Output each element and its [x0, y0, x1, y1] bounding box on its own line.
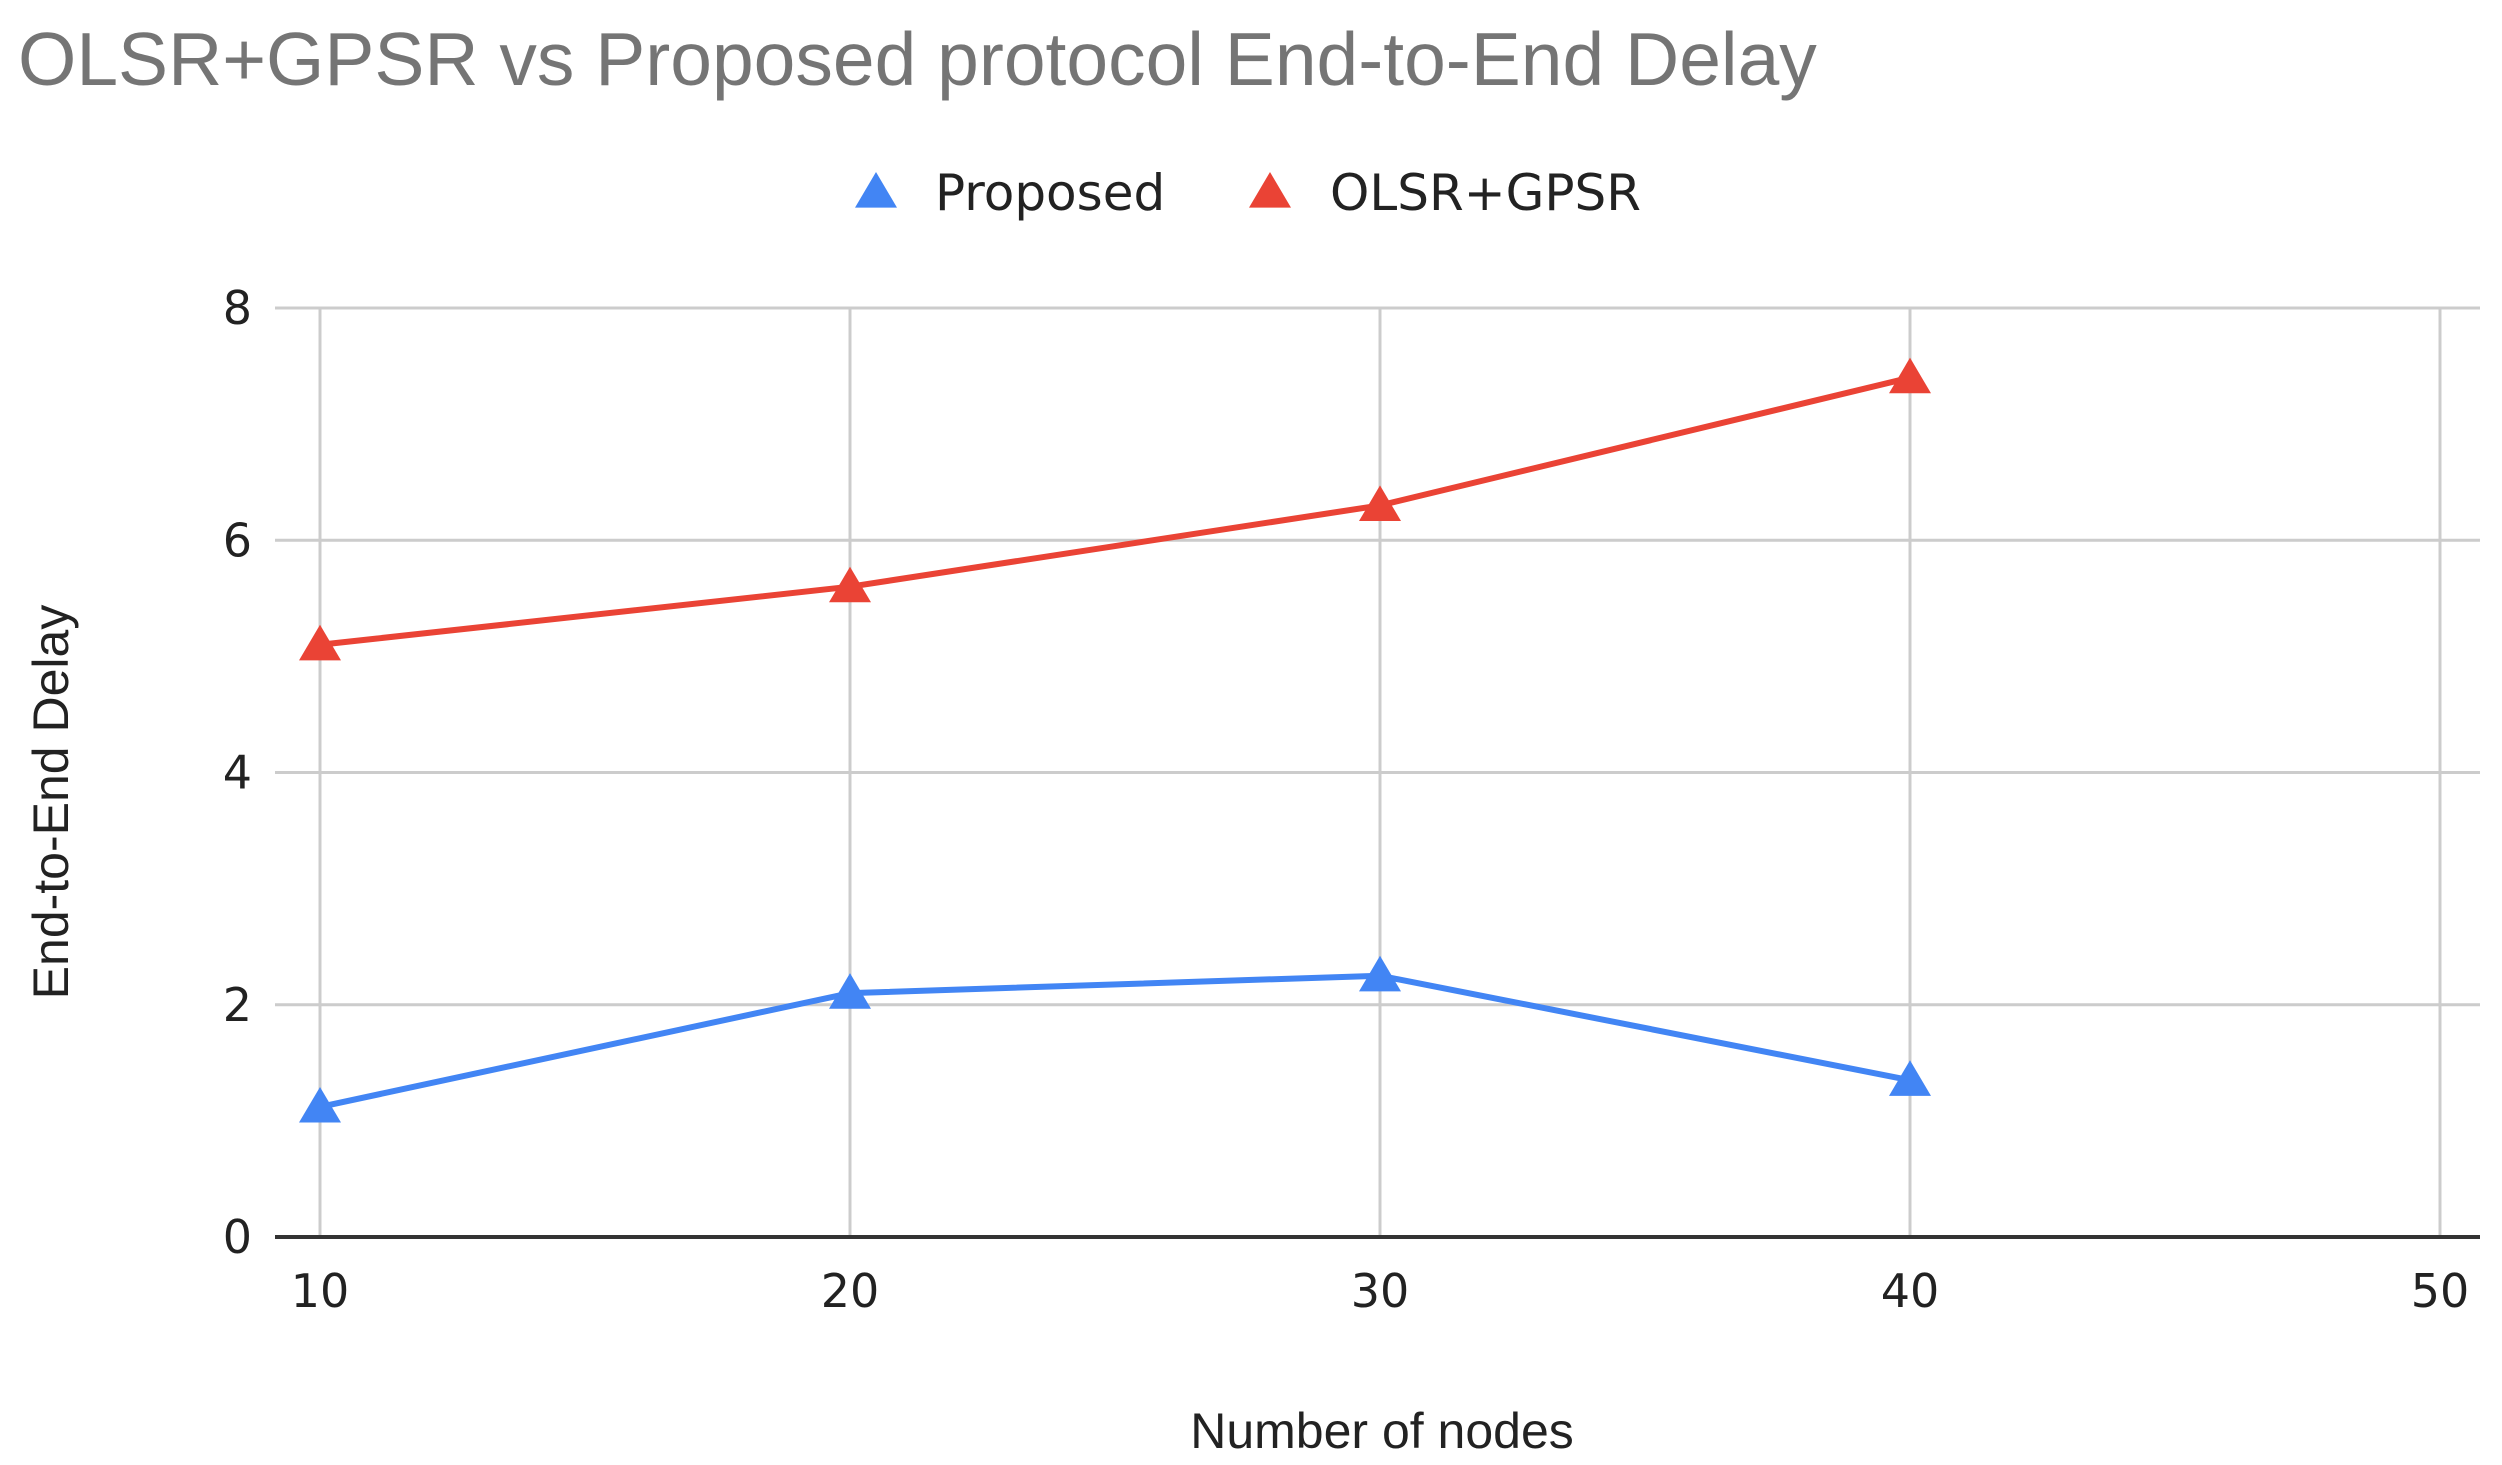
legend: Proposed OLSR+GPSR — [855, 164, 1641, 222]
data-point-olsr-gpsr-40 — [1889, 357, 1931, 394]
x-tick-50: 50 — [2411, 1264, 2470, 1318]
x-tick-30: 30 — [1351, 1264, 1410, 1318]
y-tick-8: 8 — [223, 281, 252, 335]
legend-label-olsr-gpsr: OLSR+GPSR — [1330, 164, 1641, 222]
data-point-proposed-20 — [829, 973, 871, 1009]
data-point-olsr-gpsr-10 — [299, 624, 341, 661]
data-point-proposed-40 — [1889, 1060, 1931, 1096]
data-point-olsr-gpsr-30 — [1359, 485, 1401, 522]
data-point-proposed-10 — [299, 1086, 341, 1123]
data-point-olsr-gpsr-20 — [829, 566, 871, 603]
chart-title: OLSR+GPSR vs Proposed protocol End-to-En… — [18, 17, 1817, 101]
x-axis-label: Number of nodes — [1190, 1403, 1574, 1459]
y-tick-6: 6 — [223, 513, 252, 567]
y-axis-label: End-to-End Delay — [23, 605, 79, 1000]
y-tick-4: 4 — [223, 746, 252, 800]
data-point-proposed-30 — [1359, 955, 1401, 992]
series-line-olsr-gpsr — [319, 374, 1911, 648]
x-tick-10: 10 — [291, 1264, 350, 1318]
gridlines — [275, 306, 2480, 1239]
legend-marker-olsr-gpsr — [1249, 172, 1291, 208]
x-tick-40: 40 — [1881, 1264, 1940, 1318]
y-tick-2: 2 — [223, 978, 252, 1032]
series-line-proposed — [319, 972, 1911, 1110]
x-axis-ticks: 10 20 30 40 50 — [291, 1264, 2470, 1318]
series-layer — [299, 357, 1931, 1123]
x-tick-20: 20 — [821, 1264, 880, 1318]
legend-label-proposed: Proposed — [935, 164, 1165, 222]
y-tick-0: 0 — [223, 1210, 252, 1264]
y-axis-ticks: 0 2 4 6 8 — [223, 281, 252, 1264]
legend-marker-proposed — [855, 172, 897, 208]
